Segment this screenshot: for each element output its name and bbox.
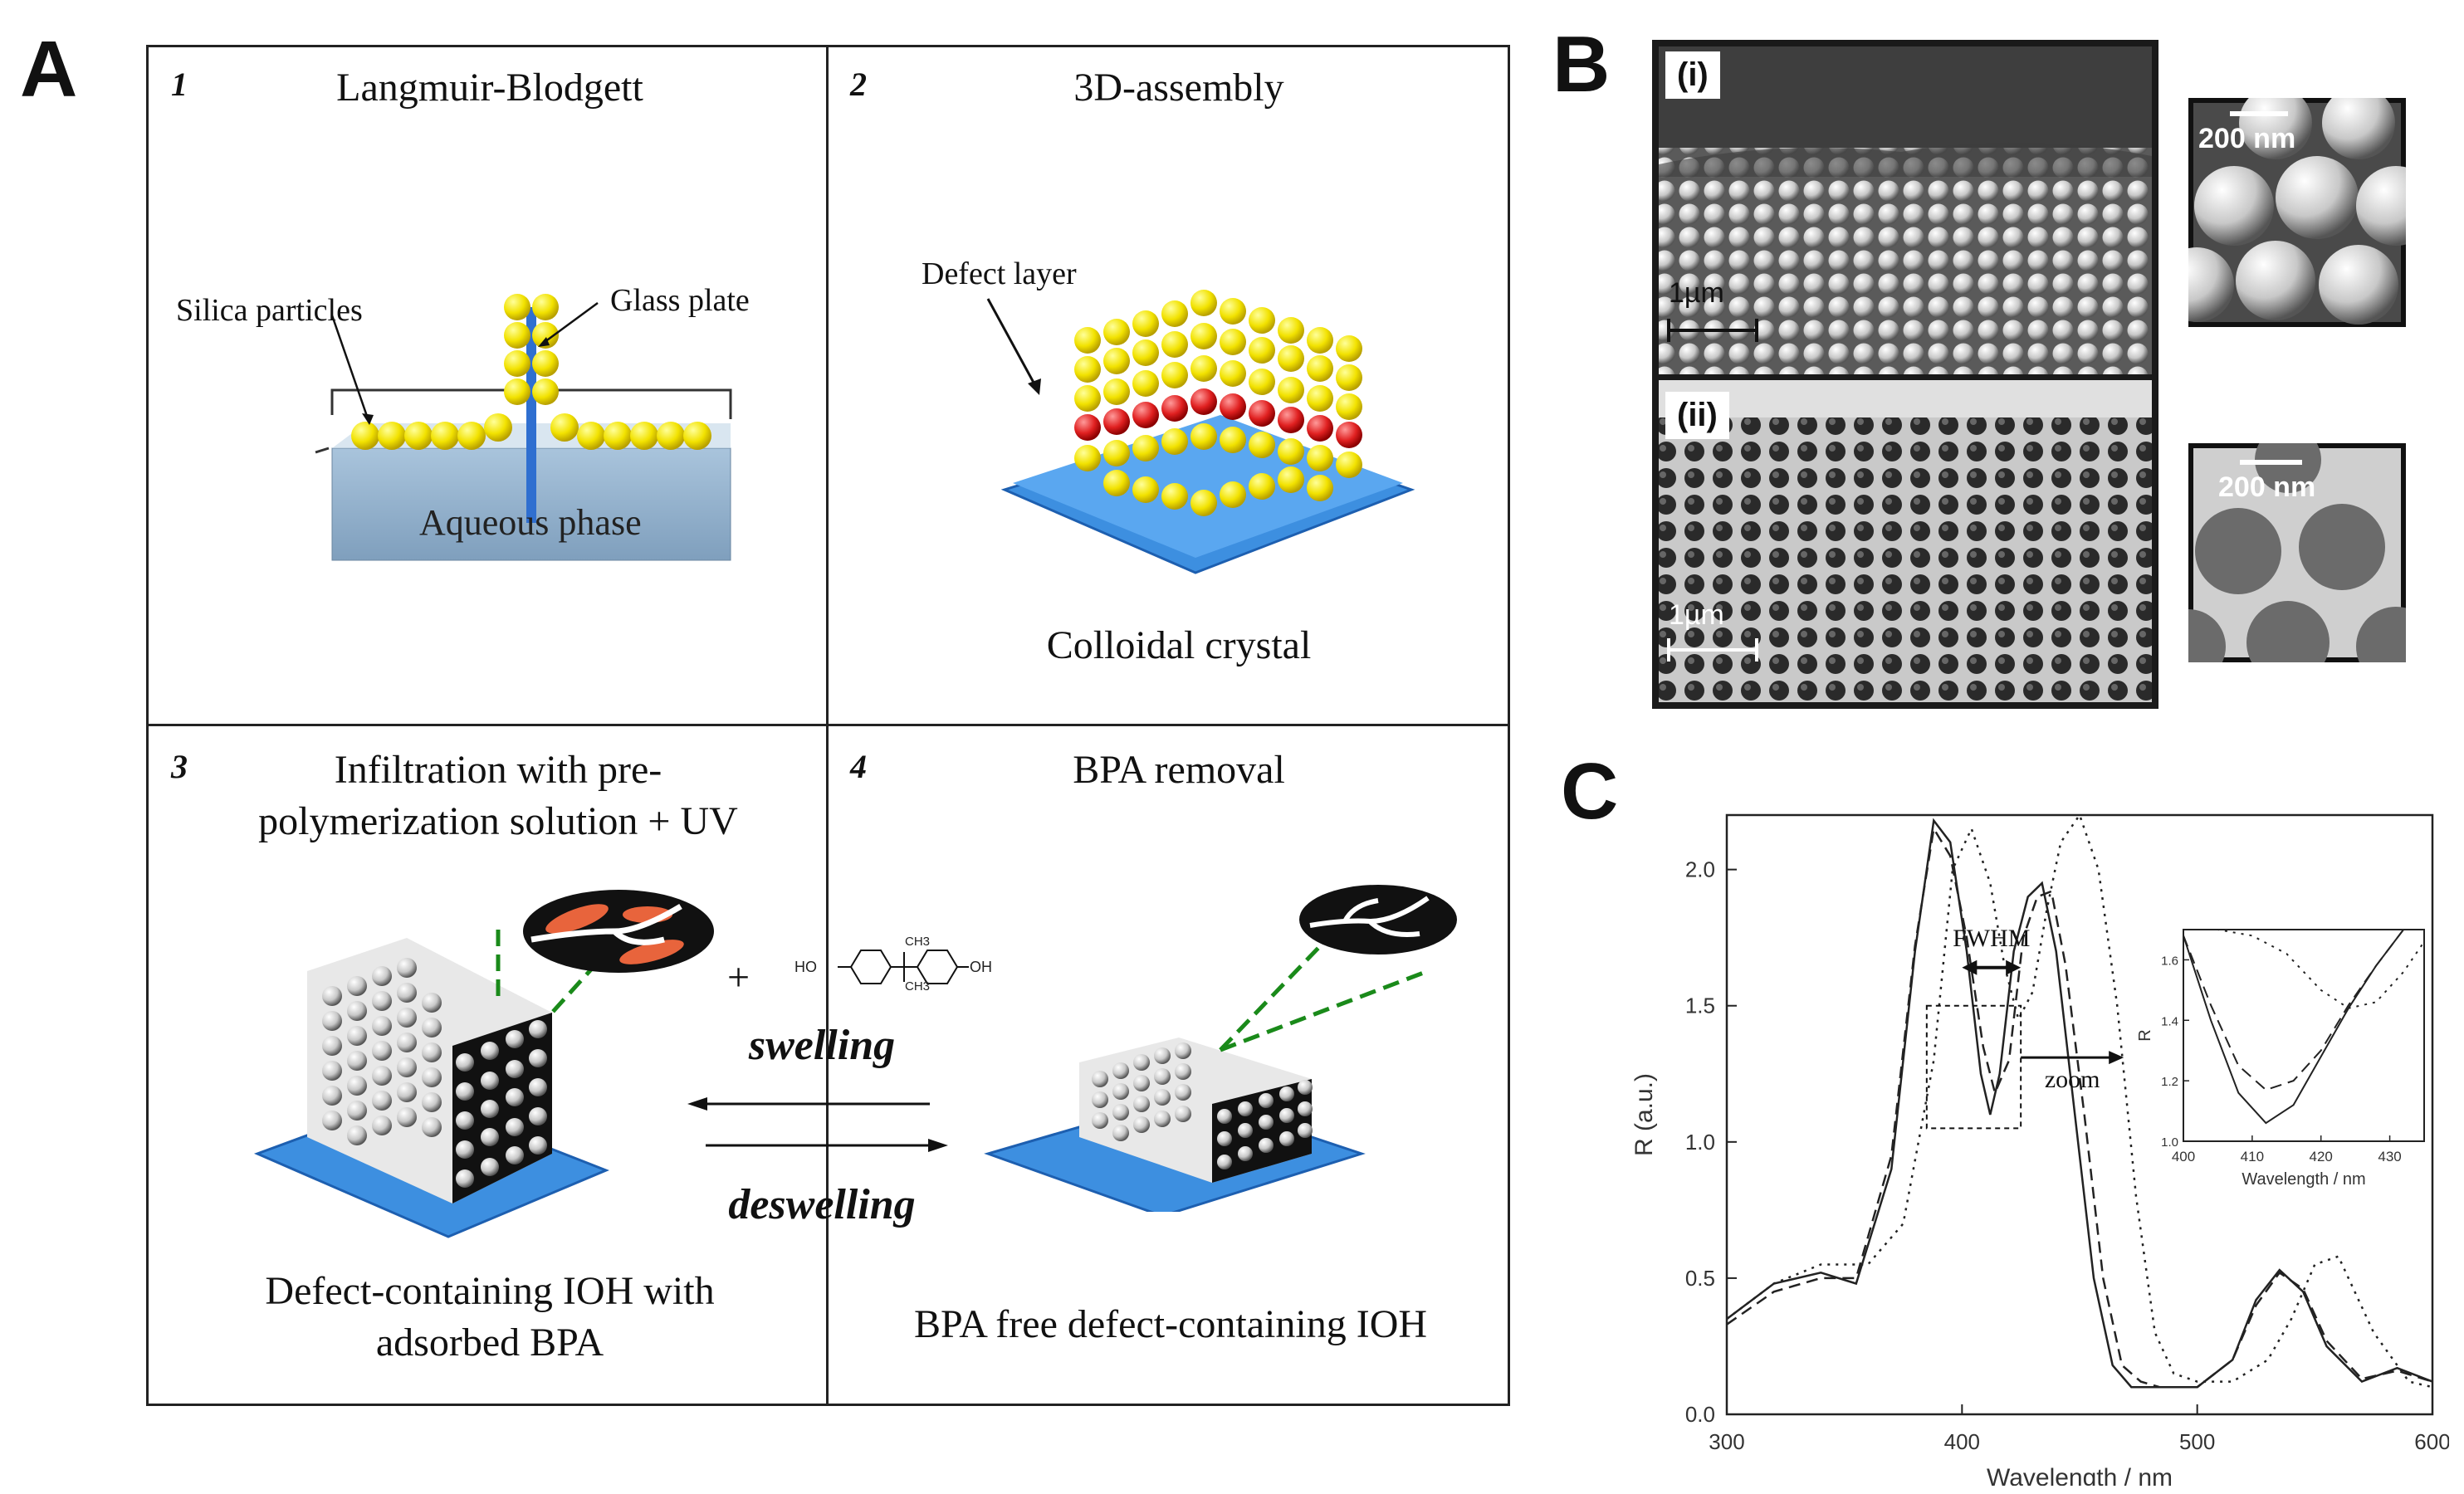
- y-tick-label: 1.0: [1685, 1130, 1715, 1155]
- y-axis-label: R (a.u.): [1630, 1073, 1658, 1156]
- deswelling-label: deswelling: [728, 1181, 916, 1228]
- y-tick-label: 2.0: [1685, 857, 1715, 882]
- inset-y-tick-label: 1.2: [2161, 1075, 2178, 1089]
- x-tick-label: 600: [2414, 1429, 2449, 1454]
- series-line-dashed: [1726, 825, 2433, 1389]
- step4-number: 4: [850, 748, 867, 785]
- step3-caption-line1: Defect-containing IOH with: [265, 1269, 715, 1313]
- swelling-label: swelling: [748, 1022, 896, 1069]
- panel-label-b: B: [1552, 20, 1611, 109]
- silica-particles-label: Silica particles: [176, 293, 363, 328]
- step4-caption: BPA free defect-containing IOH: [913, 1302, 1428, 1346]
- scalebar-200nm-bottom: 200 nm: [2218, 471, 2316, 503]
- reflectance-spectrum-chart: 300 400 500 600 0.0 0.5 1.0 1.5 2.0 Wavelength / …: [1630, 813, 2449, 1486]
- aqueous-phase-label: Aqueous phase: [419, 502, 642, 543]
- molecule-ch3-bottom: CH3: [905, 979, 931, 994]
- panel-label-c: C: [1561, 747, 1619, 836]
- bpa-free-ioh-illustration: [984, 945, 1429, 1212]
- scalebar-1um-bottom: 1µm: [1669, 599, 1724, 631]
- inset-x-tick-label: 400: [2172, 1149, 2195, 1164]
- fwhm-arrowhead-right: [2006, 959, 2022, 975]
- zoom-label: zoom: [2045, 1066, 2100, 1093]
- inset-y-tick-label: 1.4: [2161, 1014, 2178, 1028]
- step4-title: BPA removal: [1073, 748, 1285, 792]
- step1-number: 1: [171, 66, 188, 103]
- y-tick-label: 0.5: [1685, 1266, 1715, 1291]
- step3-title-line2: polymerization solution + UV: [258, 799, 738, 843]
- sem-label-ii: (ii): [1665, 392, 1729, 439]
- x-tick-label: 300: [1709, 1429, 1744, 1454]
- molecule-ch3-top: CH3: [905, 935, 931, 949]
- silica-particle-row: [351, 294, 711, 450]
- step3-number: 3: [171, 748, 188, 785]
- molecule-oh-label: OH: [970, 959, 992, 975]
- equilibrium-arrows: [687, 1097, 948, 1152]
- inset-series-line-dashed: [2183, 929, 2424, 1091]
- inset-y-tick-label: 1.0: [2161, 1135, 2178, 1150]
- x-axis-label: Wavelength / nm: [1987, 1464, 2173, 1486]
- bpa-molecule-structure: [838, 950, 969, 984]
- y-tick-label: 0.0: [1685, 1402, 1715, 1427]
- y-tick-label: 1.5: [1685, 994, 1715, 1018]
- colloidal-crystal-illustration: [986, 290, 1415, 574]
- molecule-ho-label: HO: [794, 959, 817, 975]
- step1-title: Langmuir-Blodgett: [336, 66, 643, 110]
- inset-y-tick-label: 1.6: [2161, 954, 2178, 968]
- plot-frame: [1725, 813, 2434, 1416]
- x-tick-label: 500: [2179, 1429, 2215, 1454]
- bpa-free-zoom-icon: [1299, 885, 1457, 954]
- inset-x-axis-label: Wavelength / nm: [2242, 1170, 2365, 1189]
- inset-y-axis-label: R: [2136, 1029, 2154, 1041]
- zoom-arrowhead: [2109, 1051, 2124, 1065]
- inset-x-tick-label: 430: [2378, 1149, 2401, 1164]
- bpa-adsorbed-zoom-icon: [523, 890, 714, 973]
- step2-number: 2: [850, 66, 867, 103]
- inset-x-tick-label: 420: [2310, 1149, 2333, 1164]
- scalebar-1um-top: 1µm: [1669, 277, 1724, 309]
- series-line-solid: [1726, 818, 2433, 1389]
- step2-caption: Colloidal crystal: [1046, 623, 1312, 667]
- sem-label-i: (i): [1665, 51, 1720, 99]
- ioh-with-bpa-illustration: [253, 924, 633, 1238]
- defect-layer-label: Defect layer: [922, 256, 1077, 291]
- panel-label-a: A: [20, 25, 78, 114]
- inset-series-line-dotted: [2183, 929, 2425, 1009]
- langmuir-blodgett-illustration: [315, 294, 732, 561]
- plus-sign: +: [727, 955, 750, 999]
- x-tick-label: 400: [1944, 1429, 1980, 1454]
- scalebar-200nm-top: 200 nm: [2198, 123, 2296, 154]
- sem-cross-section-images: [1652, 40, 2158, 709]
- sem-zoom-spheres: [2188, 98, 2406, 327]
- step2-title: 3D-assembly: [1073, 66, 1284, 110]
- inset-x-tick-label: 410: [2241, 1149, 2264, 1164]
- fwhm-label: FWHM: [1953, 925, 2030, 952]
- step3-title-line1: Infiltration with pre-: [334, 748, 662, 792]
- panel-a-divider-horizontal: [146, 724, 1510, 726]
- sem-zoom-pores: [2188, 443, 2406, 662]
- inset-frame: [2183, 929, 2425, 1142]
- zoom-box: [1925, 1004, 2022, 1130]
- step3-caption-line2: adsorbed BPA: [375, 1321, 604, 1365]
- fwhm-arrowhead-left: [1962, 959, 1978, 975]
- glass-plate-label: Glass plate: [610, 283, 750, 318]
